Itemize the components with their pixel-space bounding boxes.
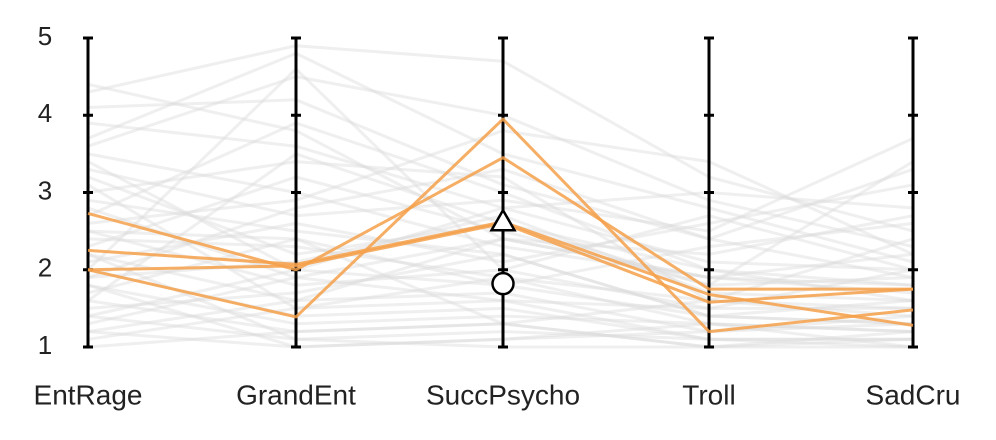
axis-label-succpsycho: SuccPsycho (426, 379, 580, 410)
markers-group (489, 207, 517, 296)
highlight-line-0 (87, 156, 913, 291)
triangle-marker (489, 207, 517, 232)
y-tick-label-5: 5 (38, 21, 52, 51)
highlight-line-3 (87, 117, 914, 334)
axis-label-sadcru: SadCru (866, 379, 961, 410)
y-tick-label-2: 2 (38, 253, 52, 283)
axes-group (83, 36, 918, 349)
y-tick-label-1: 1 (38, 330, 52, 360)
axis-label-grandent: GrandEnt (236, 379, 356, 410)
labels-group: 1 2 3 4 5 EntRage GrandEnt SuccPsycho Troll SadCr… (34, 21, 961, 411)
axis-label-troll: Troll (682, 379, 735, 410)
circle-marker (491, 271, 515, 296)
y-tick-label-3: 3 (38, 175, 52, 205)
background-line-0 (87, 44, 914, 233)
background-lines (86, 44, 914, 349)
y-tick-label-4: 4 (38, 98, 52, 128)
axis-label-entrage: EntRage (34, 379, 143, 410)
